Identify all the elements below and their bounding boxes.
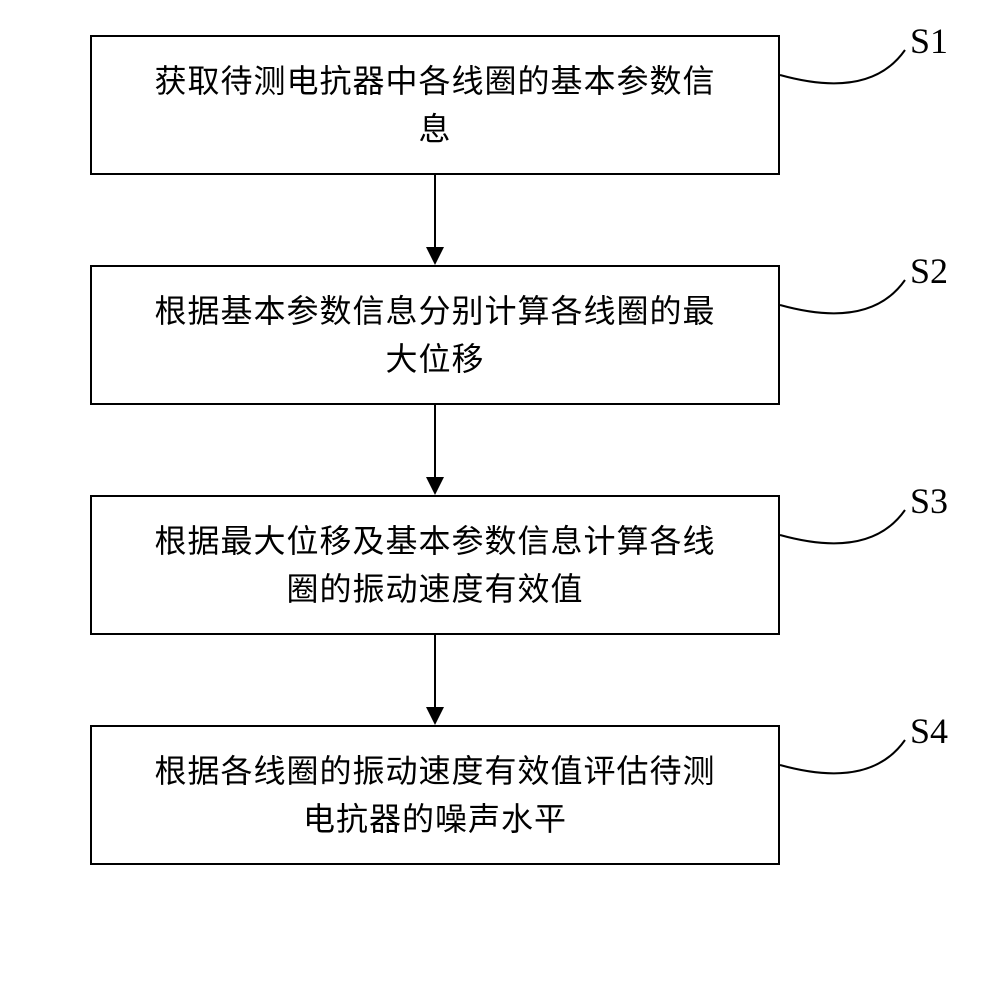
step-box-s1: 获取待测电抗器中各线圈的基本参数信 息 <box>90 35 780 175</box>
step-label-s1: S1 <box>910 20 948 62</box>
step-s3-line1: 根据最大位移及基本参数信息计算各线 <box>154 523 715 559</box>
step-label-s2: S2 <box>910 250 948 292</box>
step-label-s3: S3 <box>910 480 948 522</box>
arrow-3 <box>425 635 445 725</box>
step-text-s2: 根据基本参数信息分别计算各线圈的最 大位移 <box>154 287 715 383</box>
step-s2-line2: 大位移 <box>385 341 484 377</box>
step-s1-line1: 获取待测电抗器中各线圈的基本参数信 <box>154 63 715 99</box>
step-box-s4: 根据各线圈的振动速度有效值评估待测 电抗器的噪声水平 <box>90 725 780 865</box>
step-text-s4: 根据各线圈的振动速度有效值评估待测 电抗器的噪声水平 <box>154 747 715 843</box>
step-label-s4: S4 <box>910 710 948 752</box>
step-box-s2: 根据基本参数信息分别计算各线圈的最 大位移 <box>90 265 780 405</box>
flowchart-canvas: 获取待测电抗器中各线圈的基本参数信 息 S1 根据基本参数信息分别计算各线圈的最… <box>0 0 1000 987</box>
step-s4-line1: 根据各线圈的振动速度有效值评估待测 <box>154 753 715 789</box>
step-s3-line2: 圈的振动速度有效值 <box>286 571 583 607</box>
arrow-2 <box>425 405 445 495</box>
step-s4-line2: 电抗器的噪声水平 <box>303 801 567 837</box>
step-text-s1: 获取待测电抗器中各线圈的基本参数信 息 <box>154 57 715 153</box>
step-s1-line2: 息 <box>418 111 451 147</box>
step-s2-line1: 根据基本参数信息分别计算各线圈的最 <box>154 293 715 329</box>
step-box-s3: 根据最大位移及基本参数信息计算各线 圈的振动速度有效值 <box>90 495 780 635</box>
arrow-1 <box>425 175 445 265</box>
step-text-s3: 根据最大位移及基本参数信息计算各线 圈的振动速度有效值 <box>154 517 715 613</box>
